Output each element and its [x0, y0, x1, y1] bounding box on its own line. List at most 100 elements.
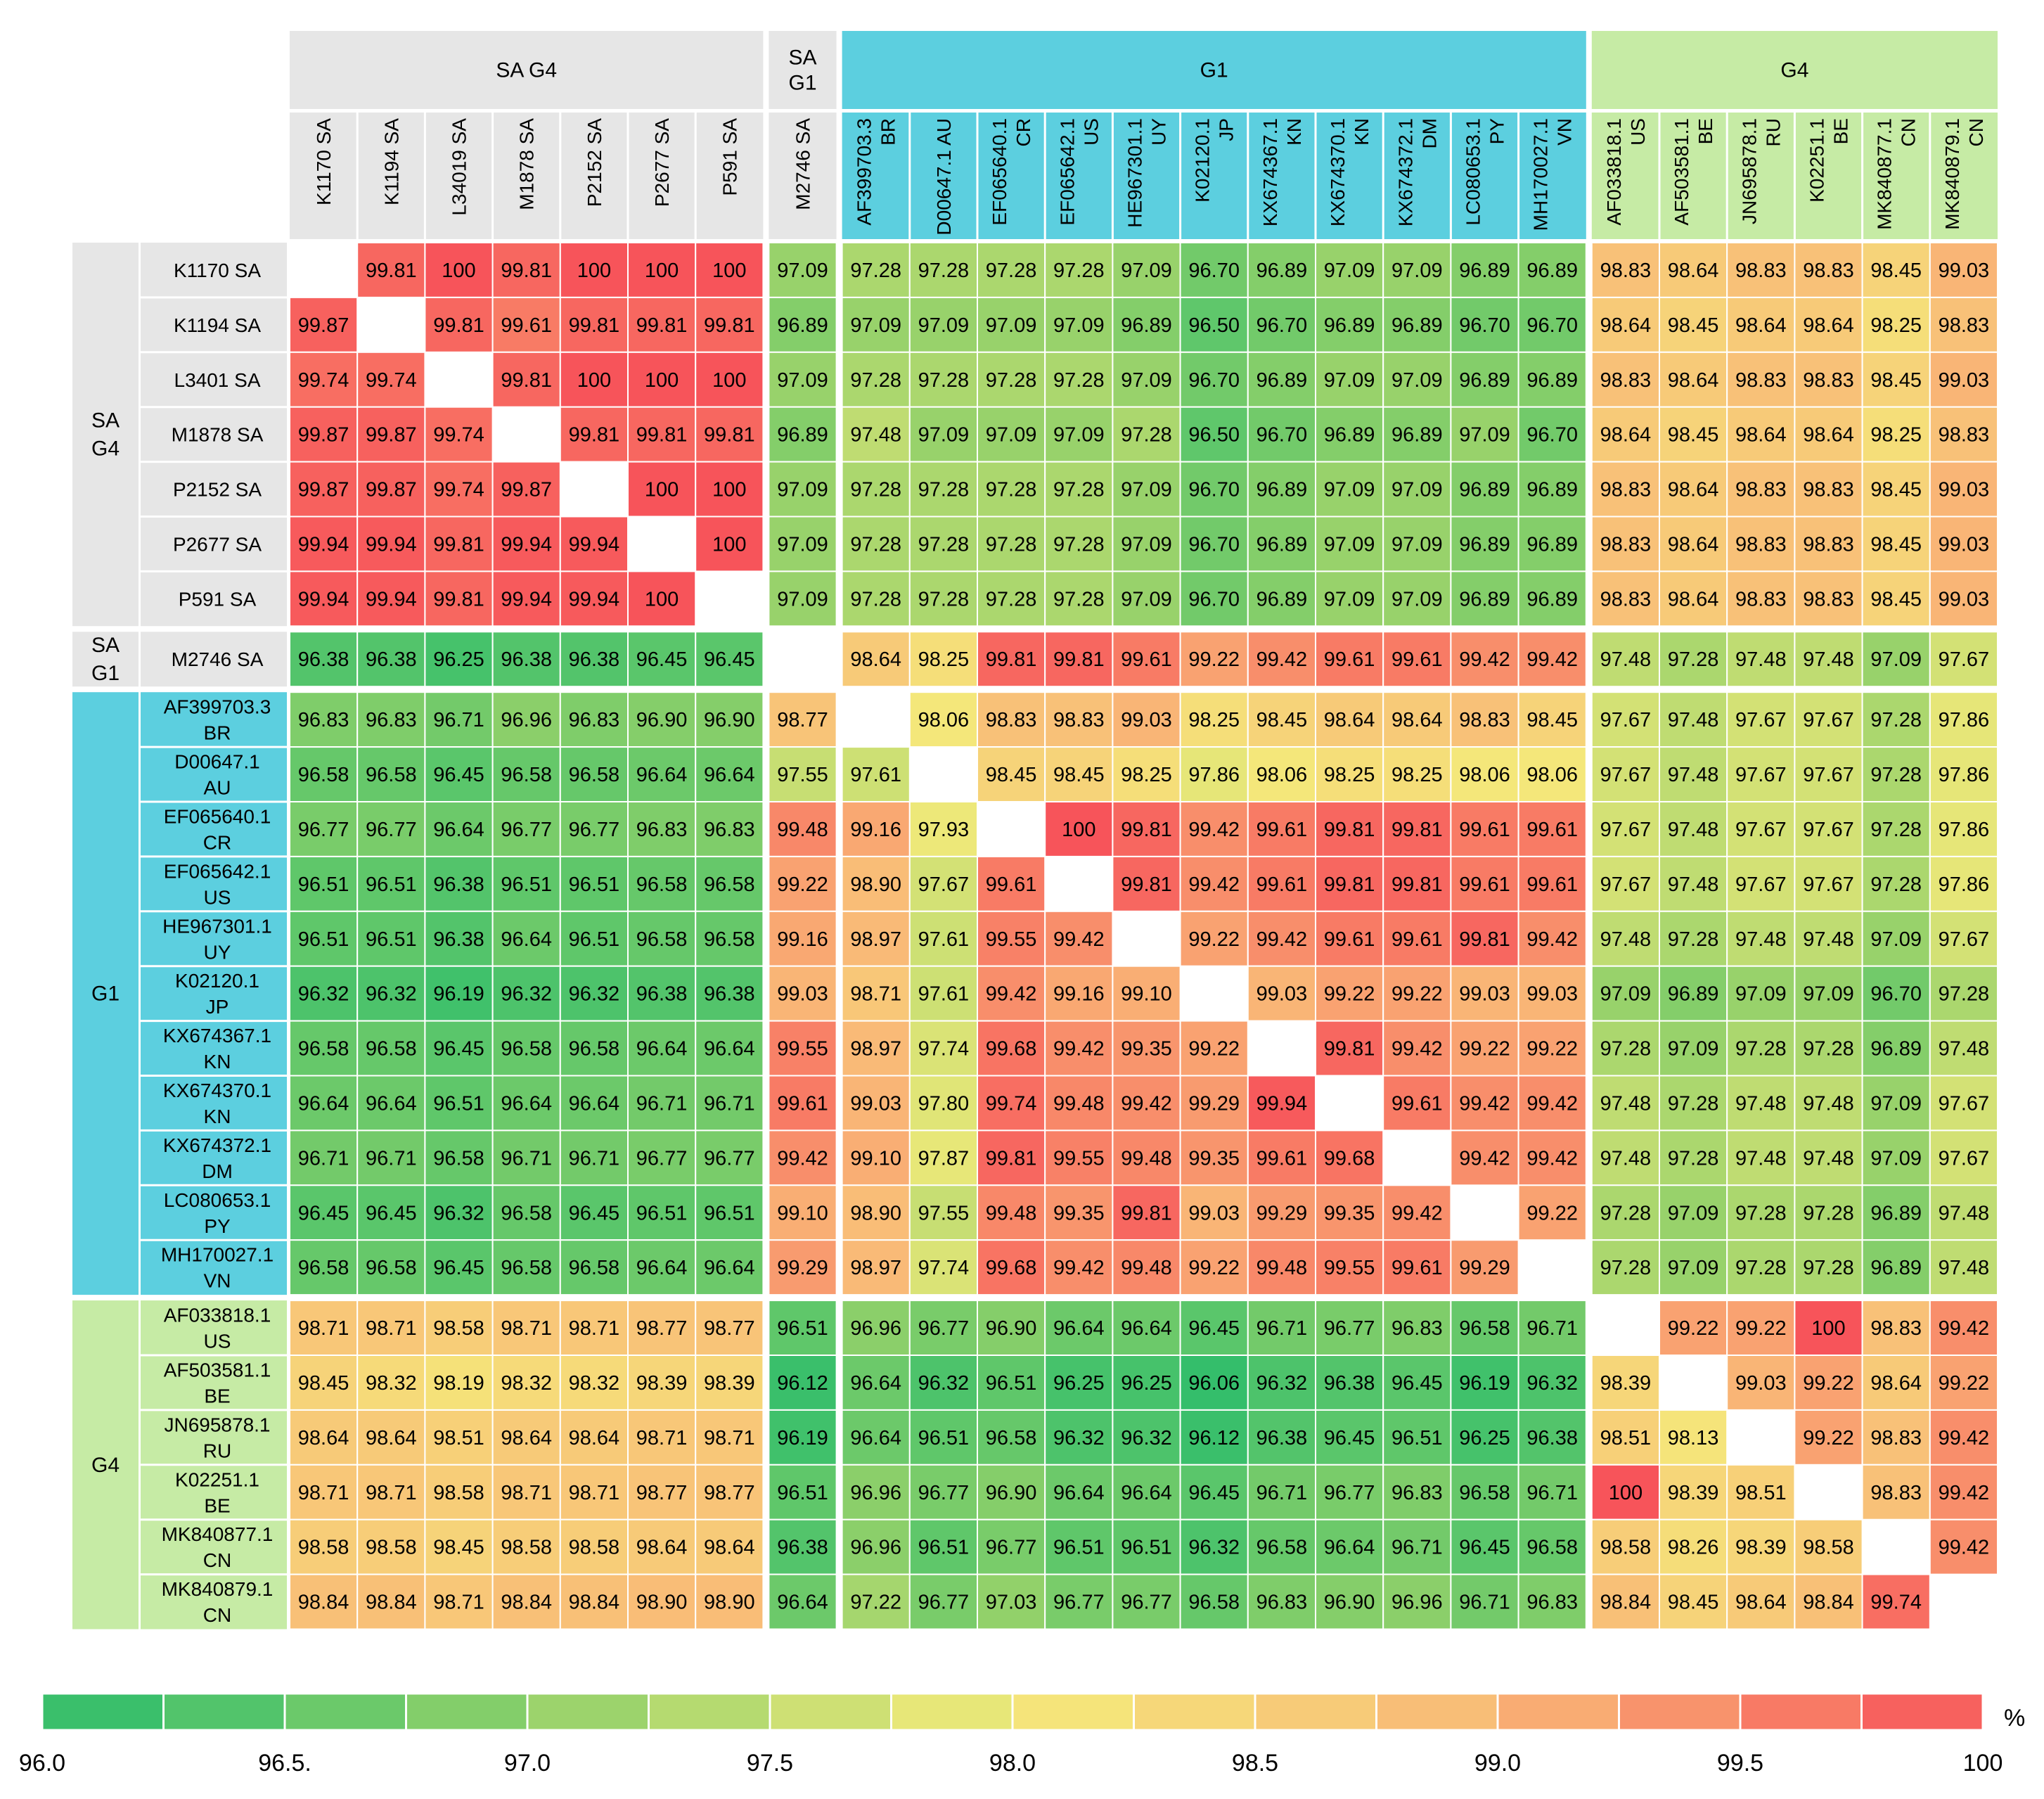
cell-value-label: 99.48 [777, 819, 828, 841]
heatmap-cell [559, 1184, 629, 1241]
cell-value-label: 97.28 [1600, 1202, 1652, 1224]
cell-value-label: 96.45 [1391, 1372, 1443, 1395]
column-label: HE967301.1 UY [1124, 118, 1170, 228]
cell-value-label: 96.89 [1526, 588, 1578, 610]
column-label: P2152 SA [584, 118, 605, 207]
heatmap-cell [1315, 801, 1384, 857]
cell-value-label: 96.51 [918, 1537, 970, 1559]
heatmap-cell [695, 296, 764, 353]
heatmap-cell [1044, 1464, 1114, 1520]
cell-value-label: 98.45 [1870, 588, 1922, 610]
cell-value-label: 99.42 [1459, 1093, 1510, 1115]
cell-value-label: 99.42 [777, 1147, 828, 1170]
cell-value-label: 98.45 [433, 1537, 484, 1559]
cell-value-label: 96.32 [1053, 1427, 1105, 1449]
cell-value-label: 97.28 [986, 260, 1037, 282]
colorbar-tick-label: 99.0 [1474, 1750, 1521, 1776]
cell-value-label: 96.32 [298, 983, 349, 1006]
cell-value-label: 97.48 [1600, 928, 1652, 951]
colorbar-tick-label: 96.5. [258, 1750, 311, 1776]
cell-value-label: 97.48 [1939, 1257, 1990, 1279]
cell-value-label: 99.81 [1324, 819, 1375, 841]
cell-value-label: 97.80 [918, 1093, 970, 1115]
heatmap-cell [1861, 1239, 1931, 1296]
cell-value-label: 96.51 [636, 1202, 688, 1224]
row-group-label: SA G1 [91, 634, 120, 685]
heatmap-cell [768, 801, 837, 857]
row-group-band [72, 1300, 139, 1630]
row-label: AF503581.1 BE [164, 1359, 271, 1407]
cell-value-label: 96.45 [366, 1202, 417, 1224]
heatmap-cell [356, 1355, 426, 1411]
heatmap-cell [1590, 1518, 1661, 1575]
heatmap-cell [695, 801, 764, 857]
heatmap-cell [768, 406, 837, 463]
column-label: M1878 SA [516, 118, 538, 210]
cell-value-label: 99.42 [1939, 1537, 1990, 1559]
cell-value-label: 98.45 [1526, 709, 1578, 731]
cell-value-label: 97.67 [1939, 1093, 1990, 1115]
cell-value-label: 96.89 [1256, 533, 1308, 556]
cell-value-label: 96.71 [1526, 1317, 1578, 1340]
cell-value-label: 98.71 [569, 1317, 620, 1340]
heatmap-cell [1044, 1355, 1114, 1411]
heatmap-cell [1112, 406, 1181, 463]
heatmap-cell [1659, 242, 1728, 298]
cell-value-label: 98.83 [1735, 479, 1787, 501]
cell-value-label: 96.32 [569, 983, 620, 1006]
colorbar-segment [162, 1692, 286, 1731]
cell-value-label: 96.51 [1053, 1537, 1105, 1559]
heatmap-cell [627, 351, 697, 408]
cell-value-label: 96.89 [1870, 1038, 1922, 1061]
heatmap-cell [908, 1573, 979, 1630]
cell-value-label: 96.89 [1870, 1257, 1922, 1279]
heatmap-cell [1517, 1518, 1587, 1575]
heatmap-cell [1044, 965, 1114, 1022]
cell-value-label: 97.09 [1391, 479, 1443, 501]
column-label: P2677 SA [651, 118, 673, 207]
heatmap-cell [1517, 570, 1587, 627]
cell-value-label: 99.22 [1526, 1202, 1578, 1224]
cell-value-label: 99.94 [298, 588, 349, 610]
heatmap-cell [491, 1409, 561, 1466]
heatmap-cell [977, 570, 1046, 627]
heatmap-cell [1179, 1184, 1249, 1241]
cell-value-label: 96.58 [1526, 1537, 1578, 1559]
cell-value-label: 99.87 [298, 479, 349, 501]
cell-value-label: 99.48 [1053, 1093, 1105, 1115]
cell-value-label: 98.19 [433, 1372, 484, 1395]
cell-value-label: 99.48 [1256, 1257, 1308, 1279]
heatmap-cell [1247, 1239, 1317, 1296]
cell-value-label: 98.51 [433, 1427, 484, 1449]
cell-value-label: 98.83 [1870, 1317, 1922, 1340]
row-label: LC080653.1 PY [164, 1189, 271, 1237]
cell-value-label: 99.42 [1053, 928, 1105, 951]
heatmap-cell [1794, 1573, 1863, 1630]
row-label: P591 SA [179, 588, 257, 610]
column-group-label: SA G1 [788, 46, 816, 95]
heatmap-cell [695, 1020, 764, 1077]
heatmap-cell [491, 570, 561, 627]
column-group-label: G1 [1200, 59, 1228, 82]
cell-value-label: 99.03 [777, 983, 828, 1006]
cell-value-label: 96.64 [1053, 1317, 1105, 1340]
heatmap-cell [1315, 406, 1384, 463]
cell-value-label: 97.09 [1324, 588, 1375, 610]
colorbar-segment [283, 1692, 407, 1731]
cell-value-label: 96.32 [1121, 1427, 1172, 1449]
cell-value-label: 98.64 [501, 1427, 552, 1449]
heatmap-cell [977, 631, 1046, 688]
heatmap-cell [356, 910, 426, 967]
cell-value-label: 98.64 [1803, 314, 1854, 337]
heatmap-cell [1112, 1075, 1181, 1132]
column-group-band [290, 31, 764, 109]
cell-value-label: 97.48 [850, 424, 901, 447]
cell-value-label: 96.71 [1256, 1317, 1308, 1340]
cell-value-label: 97.09 [1735, 983, 1787, 1006]
cell-value-label: 97.09 [1324, 533, 1375, 556]
cell-value-label: 100 [645, 260, 679, 282]
cell-value-label: 99.03 [1939, 588, 1990, 610]
cell-value-label: 97.09 [1121, 369, 1172, 392]
heatmap-cell [1382, 1184, 1452, 1241]
cell-value-label: 100 [645, 369, 679, 392]
